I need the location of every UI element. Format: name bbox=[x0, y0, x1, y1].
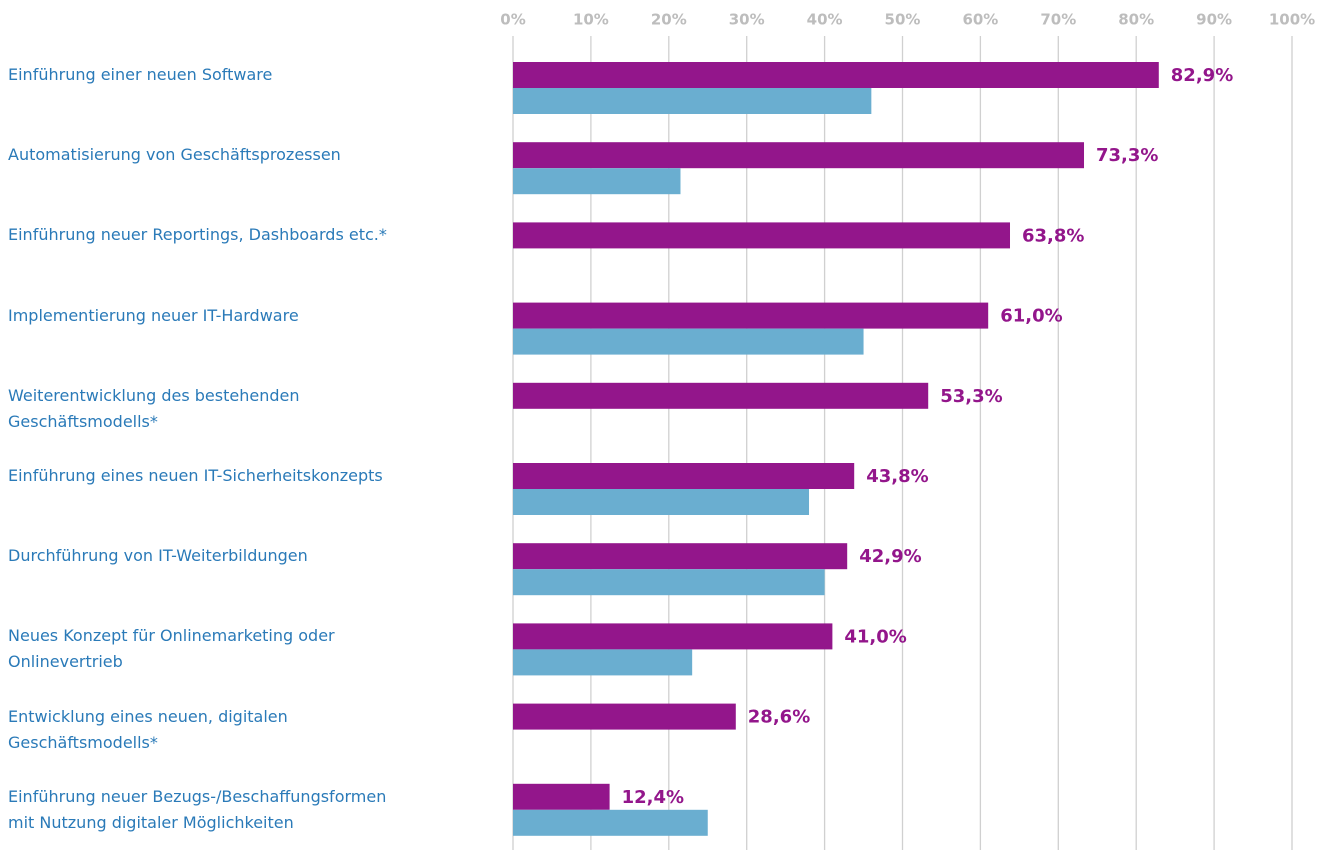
category-label: Weiterentwicklung des bestehenden Geschä… bbox=[8, 385, 300, 431]
value-label: 61,0% bbox=[1000, 306, 1062, 327]
category-label: Einführung neuer Bezugs-/Beschaffungsfor… bbox=[8, 786, 387, 832]
category-label: Einführung eines neuen IT-Sicherheitskon… bbox=[8, 466, 383, 485]
bar bbox=[513, 142, 1085, 169]
value-label: 12,4% bbox=[622, 787, 684, 808]
category-label: Neues Konzept für Onlinemarketing oder O… bbox=[8, 626, 335, 672]
bar bbox=[513, 88, 872, 114]
x-tick-label: 40% bbox=[807, 11, 843, 29]
bar bbox=[513, 649, 693, 676]
value-label: 63,8% bbox=[1022, 225, 1084, 246]
x-tick-label: 90% bbox=[1196, 11, 1232, 29]
x-tick-label: 20% bbox=[651, 11, 687, 29]
x-tick-label: 0% bbox=[500, 11, 525, 29]
value-label: 43,8% bbox=[866, 466, 928, 487]
x-tick-label: 70% bbox=[1040, 11, 1076, 29]
value-label: 53,3% bbox=[940, 386, 1002, 407]
category-label: Implementierung neuer IT-Hardware bbox=[8, 305, 299, 325]
bar bbox=[513, 623, 833, 650]
bar bbox=[513, 328, 864, 355]
bar bbox=[513, 809, 708, 836]
bar bbox=[513, 62, 1159, 88]
bar bbox=[513, 382, 929, 409]
bar bbox=[513, 569, 825, 596]
x-tick-label: 50% bbox=[885, 11, 921, 29]
category-label: Entwicklung eines neuen, digitalen Gesch… bbox=[8, 706, 288, 752]
category-label: Automatisierung von Geschäftsprozessen bbox=[8, 145, 341, 165]
x-tick-label: 80% bbox=[1118, 11, 1154, 29]
bar bbox=[513, 703, 736, 730]
x-tick-label: 60% bbox=[962, 11, 998, 29]
category-label: Einführung neuer Reportings, Dashboards … bbox=[8, 225, 387, 245]
value-label: 42,9% bbox=[859, 546, 921, 567]
value-label: 82,9% bbox=[1171, 65, 1233, 86]
x-tick-label: 10% bbox=[573, 11, 609, 29]
x-tick-label: 100% bbox=[1269, 11, 1315, 29]
bar bbox=[513, 543, 848, 570]
value-label: 41,0% bbox=[844, 626, 906, 647]
category-label: Einführung einer neuen Software bbox=[8, 65, 273, 84]
bar bbox=[513, 302, 989, 329]
category-label: Durchführung von IT-Weiterbildungen bbox=[8, 546, 308, 566]
bar bbox=[513, 489, 810, 515]
value-label: 28,6% bbox=[748, 707, 810, 728]
bar bbox=[513, 783, 610, 810]
bar bbox=[513, 168, 681, 195]
x-tick-label: 30% bbox=[729, 11, 765, 29]
bar bbox=[513, 222, 1011, 249]
bar bbox=[513, 463, 855, 489]
value-label: 73,3% bbox=[1096, 145, 1158, 166]
